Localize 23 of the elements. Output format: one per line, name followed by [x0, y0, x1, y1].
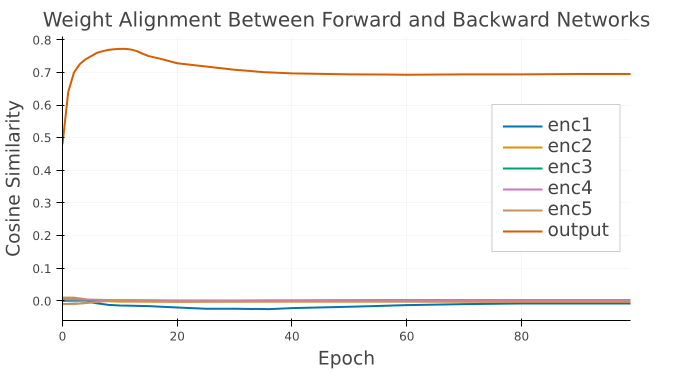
x-tick-label: 40 [284, 330, 300, 344]
y-tick-label: 0.2 [32, 229, 52, 244]
y-tick-label: 0.8 [32, 33, 52, 48]
legend-label: enc2 [547, 136, 593, 157]
legend-label: output [547, 220, 609, 241]
legend-label: enc5 [547, 199, 593, 220]
x-tick-label: 60 [399, 330, 414, 344]
legend-label: enc3 [547, 157, 593, 178]
x-tick-label: 20 [170, 330, 185, 344]
y-tick-label: 0.4 [32, 164, 52, 178]
y-tick-label: 0.3 [32, 196, 52, 210]
y-tick-label: 0.0 [32, 294, 52, 308]
x-axis-title: Epoch [318, 348, 376, 370]
y-tick-label: 0.1 [32, 262, 52, 276]
legend-label: enc1 [547, 115, 593, 136]
y-tick-label: 0.7 [32, 66, 52, 80]
legend-label: enc4 [547, 178, 593, 199]
x-tick-label: 0 [58, 330, 66, 344]
y-axis-title: Cosine Similarity [3, 100, 24, 257]
y-tick-label: 0.5 [32, 131, 52, 146]
x-tick-label: 80 [514, 330, 530, 344]
chart-title: Weight Alignment Between Forward and Backward Networks [42, 8, 650, 32]
y-tick-label: 0.6 [32, 98, 52, 113]
